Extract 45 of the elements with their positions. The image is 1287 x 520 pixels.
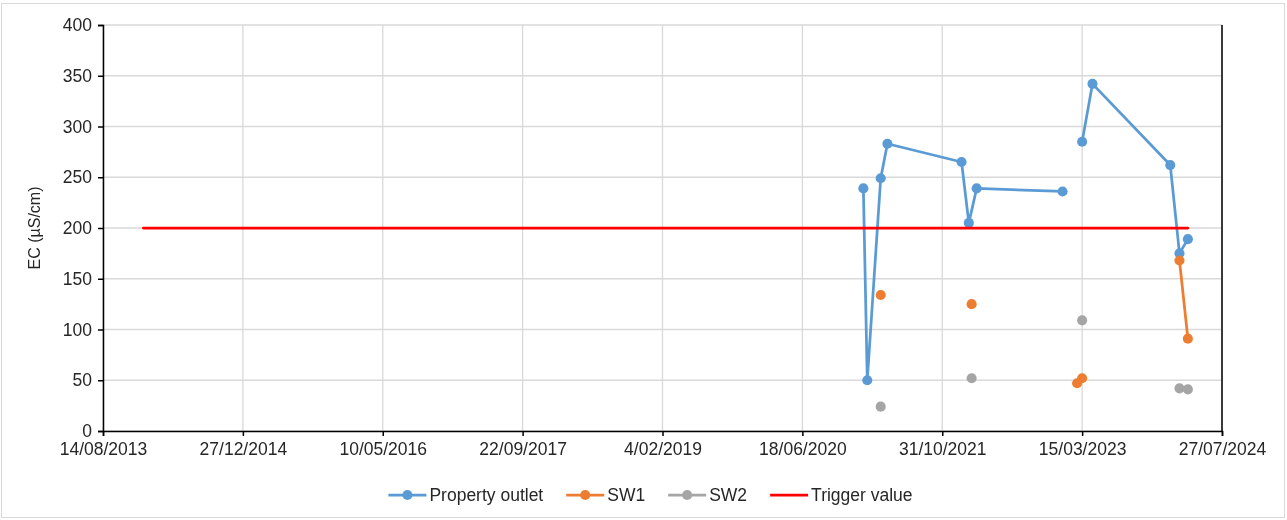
point: [1077, 315, 1088, 326]
x-tick-label: 22/09/2017: [479, 439, 567, 460]
legend-label: SW2: [709, 485, 748, 505]
point: [966, 299, 977, 310]
point: [1077, 373, 1088, 384]
point: [862, 375, 873, 386]
y-tick-label: 0: [82, 421, 93, 442]
x-tick-label: 31/10/2021: [898, 439, 987, 460]
y-axis-title: EC (µS/cm): [26, 186, 43, 270]
point: [1174, 255, 1185, 266]
legend-label: SW1: [607, 485, 646, 505]
x-tick-label: 15/03/2023: [1038, 439, 1127, 460]
x-tick-label: 10/05/2016: [339, 439, 428, 460]
legend-label: Trigger value: [811, 485, 913, 505]
y-tick-label: 50: [72, 370, 93, 391]
point: [875, 173, 886, 184]
x-tick-label: 4/02/2019: [624, 439, 702, 460]
x-tick-label: 27/12/2014: [199, 439, 288, 460]
x-tick-label: 27/07/2024: [1178, 439, 1267, 460]
point: [1165, 160, 1176, 171]
y-tick-label: 400: [62, 15, 93, 36]
y-tick-label: 100: [62, 319, 93, 340]
point: [1182, 333, 1193, 344]
x-tick-label: 18/06/2020: [759, 439, 847, 460]
point: [956, 156, 967, 168]
point: [882, 138, 893, 149]
point: [875, 401, 886, 412]
y-tick-label: 300: [62, 116, 93, 137]
point: [875, 289, 886, 301]
point: [1182, 384, 1193, 395]
point: [963, 217, 974, 228]
point: [858, 183, 869, 194]
point: [1174, 383, 1185, 394]
point: [1182, 234, 1193, 245]
point: [1077, 136, 1088, 147]
x-tick-label: 14/08/2013: [59, 439, 148, 460]
point: [1087, 78, 1098, 89]
y-tick-label: 150: [62, 268, 93, 289]
y-tick-label: 250: [62, 167, 93, 188]
point: [966, 373, 977, 384]
point: [1057, 186, 1068, 197]
y-tick-label: 350: [62, 65, 93, 86]
y-tick-label: 200: [62, 218, 93, 239]
legend-label: Property outlet: [429, 485, 544, 505]
point: [971, 183, 982, 194]
